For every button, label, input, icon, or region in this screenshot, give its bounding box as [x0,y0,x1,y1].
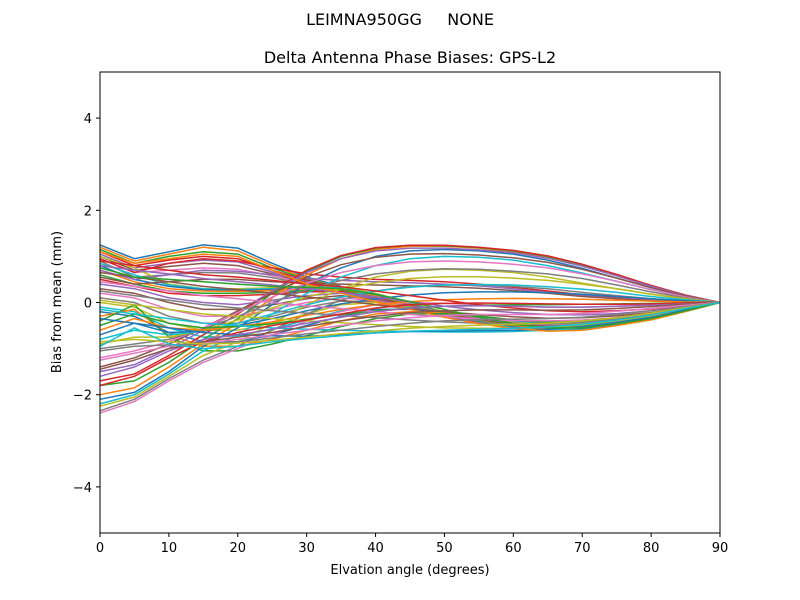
series-line [99,284,721,412]
series-line [99,290,721,325]
x-tick-label: 70 [574,541,591,556]
series-line [99,267,721,329]
series-line [99,301,721,378]
series-line [99,301,721,371]
x-tick-label: 0 [96,541,104,556]
y-tick-label: −2 [73,389,92,404]
series-line [99,251,721,332]
x-axis-label: Elvation angle (degrees) [330,563,489,578]
x-tick-label: 10 [161,541,178,556]
x-axis-ticks: 0 10 20 30 40 50 60 70 80 90 [96,533,728,556]
series-line [99,301,721,345]
x-tick-label: 30 [298,541,315,556]
y-axis-label: Bias from mean (mm) [50,231,65,373]
x-tick-label: 50 [436,541,453,556]
x-tick-label: 20 [230,541,247,556]
series-line [99,301,721,350]
series-line [99,299,721,330]
y-axis-ticks: −4 −2 0 2 4 [73,112,100,496]
series-line [99,268,721,350]
x-tick-label: 60 [505,541,522,556]
y-tick-label: 0 [84,297,92,312]
x-tick-label: 40 [367,541,384,556]
x-tick-label: 80 [643,541,660,556]
series-line [99,301,721,361]
series-lines [99,244,721,414]
x-tick-label: 90 [712,541,729,556]
figure-suptitle: LEIMNA950GG NONE [306,10,494,29]
series-line [99,244,721,382]
chart-title: Delta Antenna Phase Biases: GPS-L2 [263,48,557,67]
y-tick-label: 4 [84,112,92,127]
y-tick-label: 2 [84,204,92,219]
y-tick-label: −4 [73,481,92,496]
